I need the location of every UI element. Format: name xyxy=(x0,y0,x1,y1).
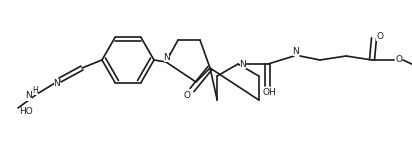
Text: N: N xyxy=(164,53,171,61)
Text: OH: OH xyxy=(262,87,276,97)
Text: O: O xyxy=(396,55,403,63)
Text: N: N xyxy=(25,91,32,101)
Text: H: H xyxy=(32,85,38,94)
Text: N: N xyxy=(293,46,300,56)
Text: N: N xyxy=(240,59,246,68)
Text: O: O xyxy=(377,32,384,40)
Text: N: N xyxy=(54,79,61,87)
Text: O: O xyxy=(183,90,190,100)
Text: HO: HO xyxy=(19,107,33,116)
